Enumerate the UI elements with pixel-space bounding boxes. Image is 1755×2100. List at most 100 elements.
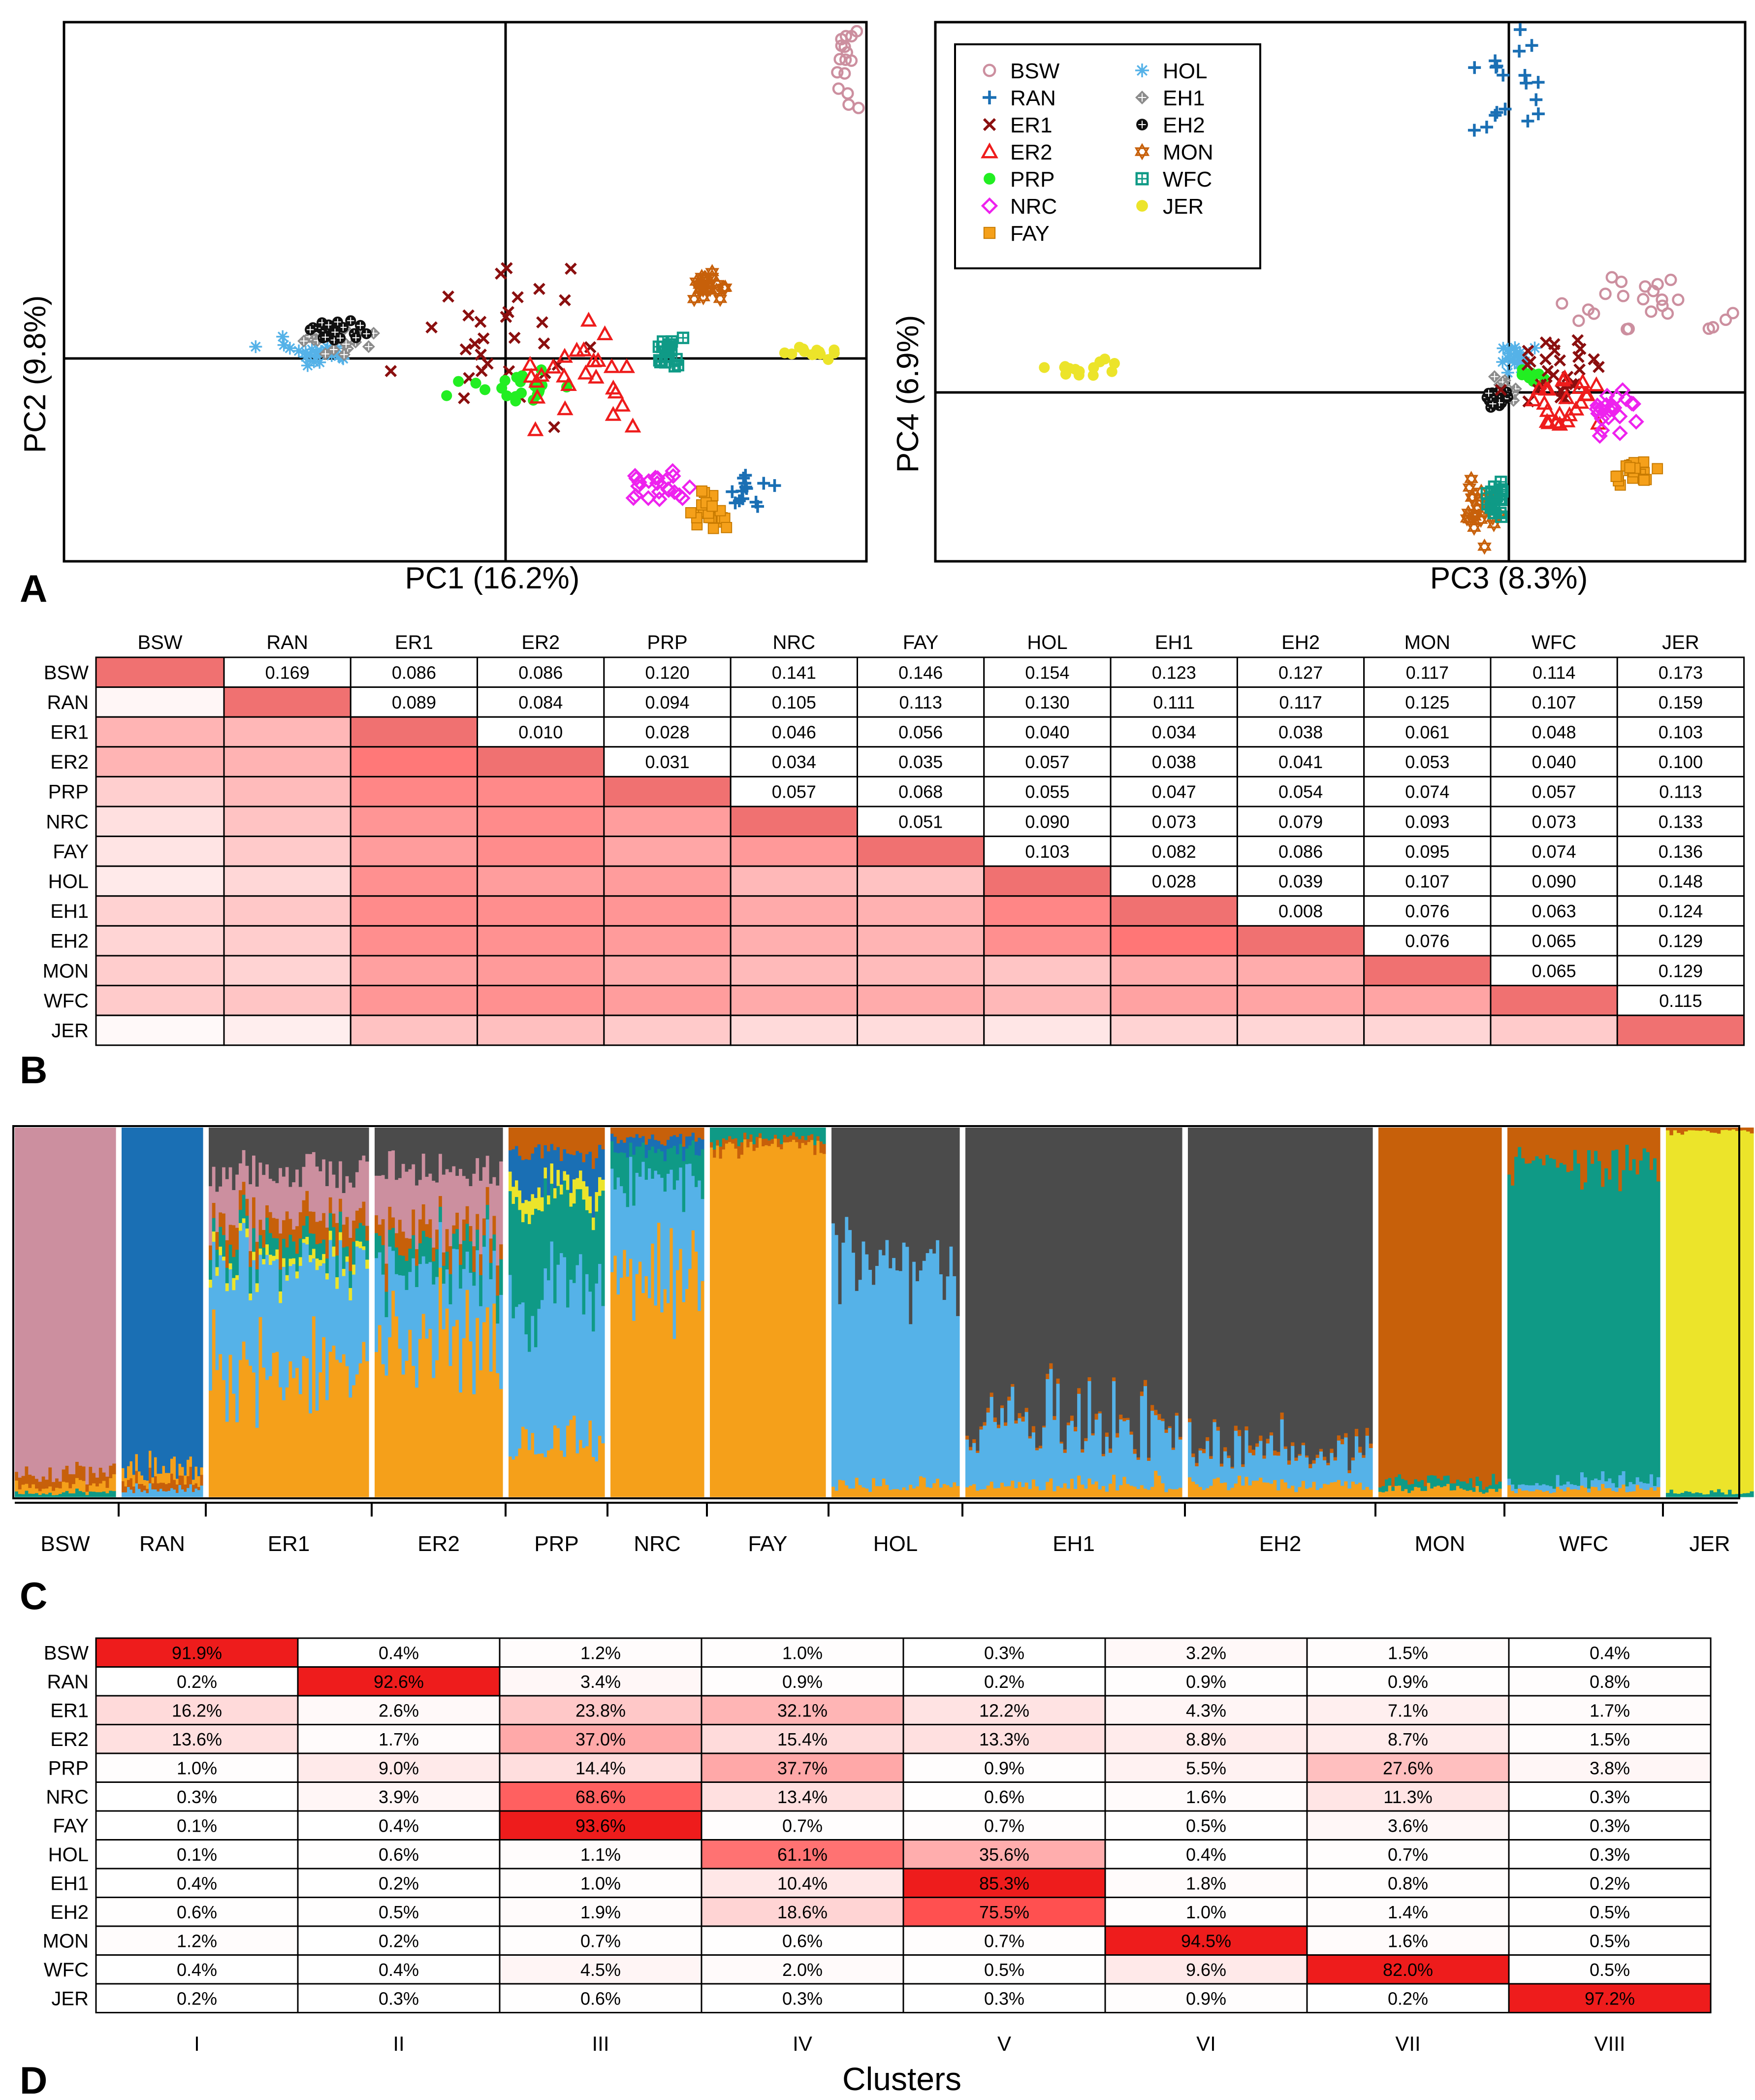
admix-segment-hol xyxy=(610,1168,614,1273)
admix-segment-hol xyxy=(905,1247,909,1491)
admix-segment-mon xyxy=(288,1219,292,1235)
fst-col-header: PRP xyxy=(647,632,687,653)
admix-segment-wfc xyxy=(1591,1163,1595,1481)
marker-detail xyxy=(1497,484,1507,495)
admix-segment-admix_grey xyxy=(1216,1128,1220,1427)
admix-segment-hol xyxy=(635,1173,639,1275)
fst-cell xyxy=(1616,895,1745,927)
admix-segment-hol xyxy=(1584,1477,1588,1488)
fst-cell xyxy=(1110,955,1238,987)
admix-segment-hol xyxy=(679,1167,683,1250)
admix-segment-fay xyxy=(339,1362,343,1497)
admix-segment-admix_grey xyxy=(1219,1128,1224,1464)
admix-segment-wfc xyxy=(479,1275,483,1307)
fst-cell xyxy=(983,686,1112,718)
admix-segment-admix_grey xyxy=(448,1128,452,1173)
admix-segment-fay xyxy=(1126,1484,1130,1497)
admix-segment-fay xyxy=(1449,1490,1453,1497)
admix-segment-fay xyxy=(109,1478,113,1491)
point-nrc xyxy=(1604,400,1621,417)
legend-label-jer: JER xyxy=(1163,194,1204,219)
admix-segment-fay xyxy=(816,1140,820,1497)
admix-segment-mon xyxy=(496,1265,500,1296)
admix-segment-fay xyxy=(1287,1488,1291,1497)
admix-segment-mon xyxy=(1739,1128,1743,1131)
admix-segment-wfc xyxy=(232,1257,236,1279)
admix-segment-mon xyxy=(1463,1128,1467,1482)
admix-segment-wfc xyxy=(295,1254,299,1272)
admix-segment-mon xyxy=(1563,1128,1567,1165)
admix-segment-mon xyxy=(1191,1453,1196,1457)
admix-segment-fay xyxy=(48,1486,52,1493)
admix-segment-mon xyxy=(62,1469,66,1483)
point-er1 xyxy=(548,420,561,433)
admix-segment-wfc xyxy=(1443,1476,1447,1486)
admix-segment-jer xyxy=(1677,1132,1681,1494)
cluster-value: 0.3% xyxy=(1590,1787,1630,1807)
admix-segment-jer xyxy=(275,1249,279,1260)
admix-segment-fay xyxy=(122,1468,125,1482)
admix-segment-wfc xyxy=(105,1493,109,1497)
admix-segment-hol xyxy=(1354,1436,1359,1485)
admix-segment-fay xyxy=(537,1454,541,1497)
marker-detail xyxy=(339,323,347,331)
admix-segment-hol xyxy=(885,1240,889,1486)
point-bsw xyxy=(1645,305,1658,318)
cluster-row-header: NRC xyxy=(46,1786,89,1808)
admix-segment-fay xyxy=(265,1380,269,1497)
admix-segment-mon xyxy=(65,1465,69,1483)
admix-segment-wfc xyxy=(418,1243,422,1264)
admix-segment-mon xyxy=(1424,1128,1428,1487)
admix-segment-fay xyxy=(272,1353,276,1497)
admix-segment-mon xyxy=(1469,1128,1473,1479)
admix-segment-bsw xyxy=(28,1128,32,1475)
admix-segment-fay xyxy=(58,1488,63,1494)
admix-segment-wfc xyxy=(1417,1481,1421,1488)
admix-segment-mon xyxy=(358,1208,363,1224)
admix-segment-admix_grey xyxy=(215,1128,219,1192)
admix-segment-fay xyxy=(1446,1484,1450,1497)
admix-segment-mon xyxy=(1273,1451,1277,1456)
admix-segment-hol xyxy=(485,1219,490,1308)
admix-segment-admix_grey xyxy=(476,1128,479,1159)
admix-segment-admix_grey xyxy=(1178,1128,1182,1438)
admix-segment-hol xyxy=(1552,1488,1557,1493)
cluster-col-label: VIII xyxy=(1594,2032,1625,2055)
admix-segment-admix_grey xyxy=(295,1128,299,1170)
admix-segment-hol xyxy=(560,1253,564,1451)
fst-cell xyxy=(477,955,605,987)
cluster-cell xyxy=(1306,1752,1510,1783)
admix-segment-wfc xyxy=(521,1222,525,1303)
admix-segment-hol xyxy=(181,1489,185,1497)
admix-segment-ran xyxy=(641,1136,645,1143)
fst-cell xyxy=(857,895,985,927)
fst-value: 0.127 xyxy=(1278,662,1323,682)
point-er2 xyxy=(523,367,540,383)
admix-segment-hol xyxy=(1556,1475,1560,1487)
fst-cell xyxy=(1616,865,1745,897)
admix-segment-fay xyxy=(181,1467,185,1476)
fst-cell xyxy=(1236,925,1365,957)
point-prp xyxy=(1528,376,1539,387)
admix-segment-fay xyxy=(1007,1486,1011,1497)
admix-segment-wfc xyxy=(755,1128,759,1137)
point-hol xyxy=(299,346,312,359)
admix-segment-fay xyxy=(518,1448,522,1497)
admix-segment-fay xyxy=(1459,1488,1463,1497)
admix-segment-fay xyxy=(189,1456,192,1467)
cluster-value: 3.8% xyxy=(1590,1758,1630,1778)
fst-cell xyxy=(983,1014,1112,1046)
admix-segment-fay xyxy=(1347,1488,1352,1497)
legend-marker-hol xyxy=(1135,64,1149,77)
admix-segment-mon xyxy=(1622,1128,1626,1170)
admix-segment-jer xyxy=(588,1196,592,1214)
cluster-value: 0.4% xyxy=(379,1643,419,1663)
admix-segment-hol xyxy=(1615,1487,1619,1492)
admix-segment-wfc xyxy=(1710,1490,1714,1497)
admix-segment-fay xyxy=(1305,1488,1309,1497)
admix-segment-hol xyxy=(1059,1443,1064,1488)
cluster-row-header: ER2 xyxy=(50,1729,89,1750)
admix-segment-wfc xyxy=(1594,1151,1598,1479)
point-bsw xyxy=(842,98,855,111)
admix-segment-fay xyxy=(949,1487,953,1497)
